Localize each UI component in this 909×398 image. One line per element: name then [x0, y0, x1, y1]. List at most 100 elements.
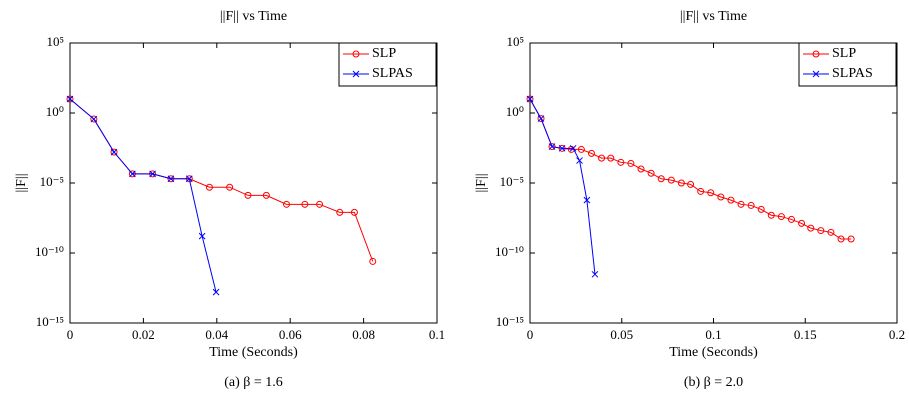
marker: [167, 175, 175, 183]
legend-marker: [812, 50, 820, 58]
marker: [767, 211, 775, 219]
marker: [576, 157, 583, 164]
x-tick-label: 0.05: [610, 327, 633, 342]
marker: [697, 187, 705, 195]
marker: [548, 143, 556, 151]
marker: [817, 227, 825, 235]
x-tick-label: 0.02: [132, 327, 155, 342]
marker: [526, 95, 534, 103]
line: [69, 98, 217, 293]
legend-label: SLP: [832, 46, 856, 61]
y-tick-label: 10⁻¹⁵: [36, 314, 64, 329]
marker: [212, 288, 220, 296]
legend-label: SLPAS: [832, 66, 873, 81]
marker: [598, 154, 606, 162]
marker: [677, 179, 685, 187]
series: [66, 95, 220, 296]
marker: [369, 257, 377, 265]
x-tick-label: 0.04: [205, 327, 228, 342]
marker: [777, 213, 785, 221]
marker: [647, 169, 655, 177]
marker: [737, 200, 745, 208]
marker: [577, 145, 585, 153]
x-tick-label: 0: [67, 327, 74, 342]
marker: [583, 196, 591, 204]
legend-label: SLP: [372, 46, 396, 61]
line: [69, 98, 374, 262]
marker: [837, 235, 845, 243]
marker: [717, 193, 725, 201]
legend-marker: [352, 50, 360, 58]
y-tick-label: 10⁰: [506, 104, 524, 119]
x-tick-label: 0.06: [279, 327, 302, 342]
x-axis-label: Time (Seconds): [669, 345, 758, 360]
line: [529, 98, 596, 275]
marker: [569, 144, 577, 152]
marker: [687, 180, 695, 188]
y-tick-label: 10⁵: [506, 34, 524, 49]
y-axis-label: ||F||: [474, 174, 489, 193]
marker: [205, 183, 213, 191]
marker: [591, 270, 599, 278]
x-tick-label: 0.2: [889, 327, 905, 342]
y-tick-label: 10⁻¹⁵: [496, 314, 524, 329]
series: [526, 95, 855, 243]
marker: [707, 189, 715, 197]
x-axis-label: Time (Seconds): [209, 345, 298, 360]
y-tick-label: 10⁵: [46, 34, 64, 49]
y-tick-label: 10⁻⁵: [40, 174, 64, 189]
y-tick-label: 10⁻¹⁰: [35, 244, 64, 259]
marker: [350, 208, 358, 216]
chart-title: ||F|| vs Time: [220, 9, 287, 24]
marker: [537, 115, 545, 122]
x-tick-label: 0.1: [429, 327, 445, 342]
x-tick-label: 0.1: [705, 327, 721, 342]
marker: [226, 183, 234, 191]
marker: [244, 191, 252, 199]
marker: [198, 232, 206, 240]
marker: [827, 228, 835, 236]
y-tick-label: 10⁰: [46, 104, 64, 119]
y-tick-label: 10⁻¹⁰: [495, 244, 524, 259]
legend-label: SLPAS: [372, 66, 413, 81]
caption: (b) β = 2.0: [684, 375, 743, 390]
marker: [301, 200, 309, 208]
x-tick-label: 0: [527, 327, 534, 342]
series: [526, 95, 599, 278]
marker: [667, 176, 675, 184]
marker: [548, 143, 556, 150]
marker: [798, 219, 806, 227]
marker: [558, 144, 566, 152]
legend-marker: [812, 70, 820, 78]
marker: [757, 205, 765, 213]
x-tick-label: 0.15: [794, 327, 817, 342]
marker: [66, 95, 74, 103]
marker: [316, 200, 324, 208]
marker: [129, 170, 136, 178]
marker: [149, 170, 156, 178]
marker: [727, 196, 735, 204]
caption: (a) β = 1.6: [224, 375, 283, 390]
line: [529, 98, 852, 240]
marker: [283, 200, 291, 208]
x-tick-label: 0.08: [352, 327, 375, 342]
marker: [617, 158, 625, 166]
marker: [336, 208, 344, 216]
series: [66, 95, 377, 265]
marker: [787, 215, 795, 223]
marker: [90, 115, 98, 123]
marker: [262, 191, 270, 199]
marker: [847, 235, 855, 243]
marker: [657, 175, 665, 183]
marker: [587, 149, 595, 157]
legend-marker: [352, 70, 360, 78]
marker: [90, 115, 98, 123]
marker: [627, 159, 635, 167]
marker: [537, 115, 545, 123]
marker: [807, 224, 815, 232]
legend-box: [798, 42, 897, 87]
marker: [66, 95, 74, 103]
legend-box: [338, 42, 437, 87]
marker: [185, 175, 193, 183]
